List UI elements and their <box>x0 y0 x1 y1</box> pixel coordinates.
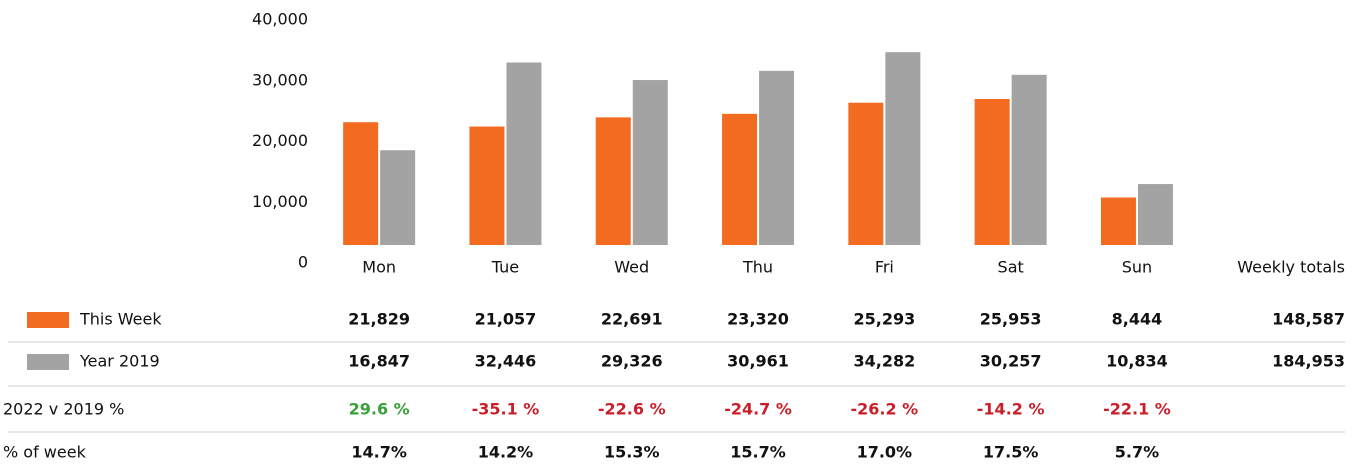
bar <box>506 62 542 246</box>
bar <box>1011 74 1047 245</box>
bar <box>380 150 416 245</box>
x-tick-label: Wed <box>614 258 649 277</box>
table-value: 34,282 <box>853 352 915 371</box>
legend-swatch <box>27 354 69 370</box>
table-value: 32,446 <box>475 352 537 371</box>
bar <box>1100 197 1136 245</box>
table-value: 30,961 <box>727 352 789 371</box>
bar <box>885 52 921 245</box>
bar <box>848 102 884 246</box>
y-tick-label: 20,000 <box>252 131 308 150</box>
table-value: 17.5% <box>983 443 1039 462</box>
table-total: 148,587 <box>1272 310 1345 329</box>
legend-swatch <box>27 312 69 328</box>
x-tick-label: Sun <box>1122 258 1152 277</box>
table-value: -14.2 % <box>977 400 1045 419</box>
bar <box>759 70 795 245</box>
bar <box>1137 184 1173 245</box>
table-value: -35.1 % <box>472 400 540 419</box>
y-tick-label: 10,000 <box>252 192 308 211</box>
table-value: 14.7% <box>351 443 407 462</box>
row-label: 2022 v 2019 % <box>3 400 124 419</box>
table-value: 16,847 <box>348 352 410 371</box>
table-value: 5.7% <box>1115 443 1159 462</box>
bar <box>469 126 505 245</box>
x-tick-label: Fri <box>875 258 894 277</box>
bar <box>595 117 631 245</box>
table-value: 29,326 <box>601 352 663 371</box>
table-value: 21,057 <box>475 310 537 329</box>
table-value: -22.1 % <box>1103 400 1171 419</box>
legend-label: Year 2019 <box>79 352 160 371</box>
table-value: 17.0% <box>857 443 913 462</box>
table-value: 23,320 <box>727 310 789 329</box>
table-value: 25,953 <box>980 310 1042 329</box>
x-tick-label: Sat <box>998 258 1024 277</box>
x-tick-label: Thu <box>742 258 773 277</box>
table-value: 21,829 <box>348 310 410 329</box>
y-tick-label: 0 <box>298 253 308 272</box>
x-tick-label: Tue <box>491 258 519 277</box>
table-value: 10,834 <box>1106 352 1168 371</box>
table-value: 22,691 <box>601 310 663 329</box>
bar <box>343 122 379 245</box>
table-value: 25,293 <box>853 310 915 329</box>
bar <box>722 113 758 245</box>
table-value: -22.6 % <box>598 400 666 419</box>
table-value: 8,444 <box>1112 310 1163 329</box>
bar <box>974 99 1010 245</box>
table-value: 15.3% <box>604 443 660 462</box>
table-value: 14.2% <box>478 443 534 462</box>
table-total: 184,953 <box>1272 352 1345 371</box>
row-label: % of week <box>3 443 87 462</box>
table-value: -26.2 % <box>850 400 918 419</box>
table-value: 29.6 % <box>349 400 410 419</box>
table-value: -24.7 % <box>724 400 792 419</box>
bar <box>632 80 668 245</box>
table-value: 15.7% <box>730 443 786 462</box>
table-value: 30,257 <box>980 352 1042 371</box>
legend-label: This Week <box>79 310 162 329</box>
totals-header: Weekly totals <box>1237 258 1345 277</box>
y-tick-label: 30,000 <box>252 70 308 89</box>
y-tick-label: 40,000 <box>252 10 308 29</box>
x-tick-label: Mon <box>362 258 396 277</box>
